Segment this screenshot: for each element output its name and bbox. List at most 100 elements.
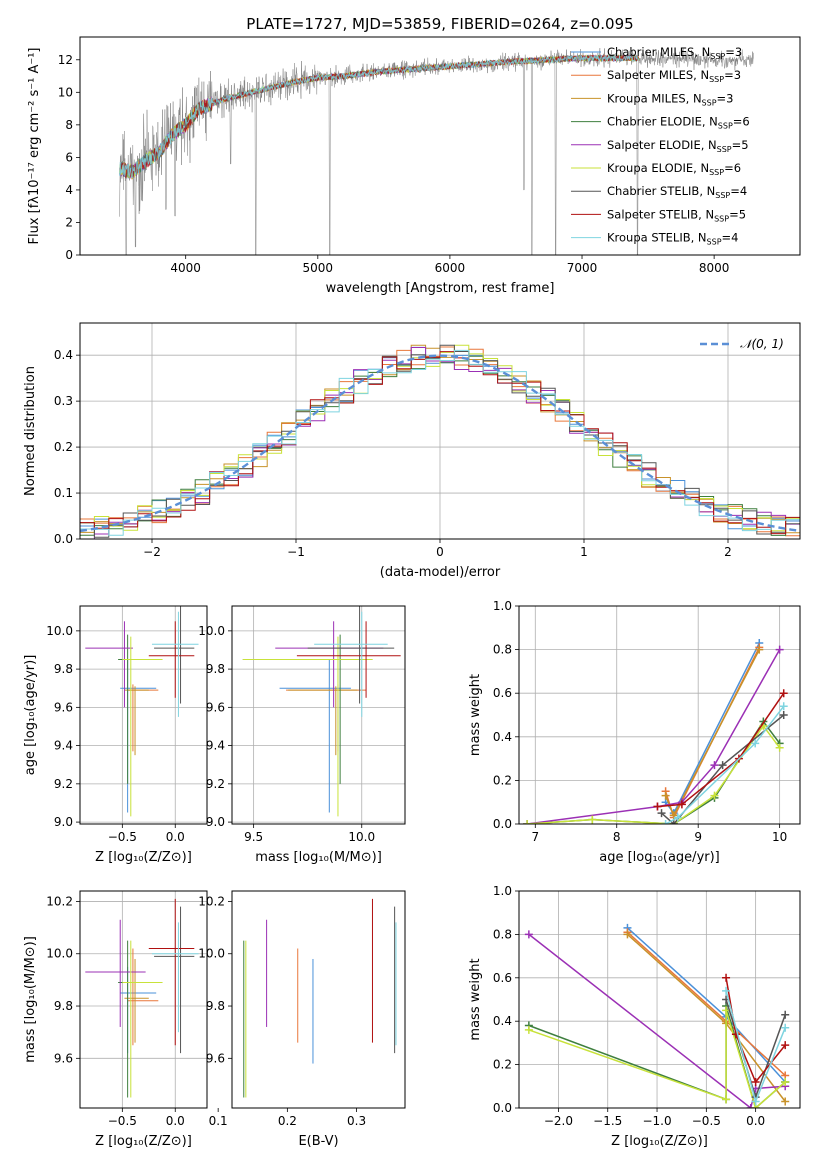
y-tick-label: 9.6 bbox=[54, 700, 73, 714]
legend-subscript: SSP bbox=[709, 168, 724, 177]
weight-point-marker bbox=[524, 1025, 533, 1034]
gaussian-curve bbox=[80, 354, 798, 533]
weight-series-line bbox=[665, 642, 760, 815]
x-axis-label: wavelength [Angstrom, rest frame] bbox=[326, 281, 555, 296]
y-tick-label: 0.6 bbox=[493, 971, 512, 985]
legend-subscript: SSP bbox=[718, 122, 733, 131]
legend-subscript: SSP bbox=[710, 52, 725, 61]
x-tick-label: 1 bbox=[580, 545, 588, 559]
x-tick-label: −1 bbox=[287, 545, 305, 559]
weight-point-marker bbox=[669, 820, 678, 824]
x-tick-label: 7000 bbox=[567, 261, 598, 275]
y-tick-label: 10.0 bbox=[46, 624, 73, 638]
legend-suffix: =6 bbox=[724, 161, 741, 175]
legend-label: Kroupa ELODIE, NSSP=6 bbox=[607, 161, 741, 177]
legend-suffix: =6 bbox=[733, 115, 750, 129]
x-axis-label: Z [log₁₀(Z/Z⊙)] bbox=[95, 1134, 192, 1149]
x-tick-label: 6000 bbox=[435, 261, 466, 275]
y-axis-label: mass [log₁₀(M/M⊙)] bbox=[23, 936, 38, 1063]
x-axis-label: age [log₁₀(age/yr)] bbox=[599, 850, 720, 865]
weight-point-marker bbox=[775, 645, 784, 654]
y-tick-label: 9.0 bbox=[54, 815, 73, 829]
weight-series-line bbox=[657, 692, 785, 808]
axes-frame bbox=[79, 322, 801, 540]
x-tick-label: −2.0 bbox=[544, 1114, 573, 1128]
weight-series-line bbox=[664, 647, 760, 820]
y-tick-label: 0.0 bbox=[493, 1101, 512, 1115]
y-tick-label: 0 bbox=[65, 248, 73, 262]
age-mass-panel: 9.5 10.0 9.0 9.2 9.4 9.6 9.8 10.0 mass [log₁₀(M/… bbox=[198, 605, 406, 865]
axes-frame bbox=[518, 890, 801, 1109]
legend-suffix: =3 bbox=[717, 91, 734, 105]
y-tick-label: 0.0 bbox=[54, 532, 73, 546]
y-tick-label: 1.0 bbox=[493, 599, 512, 613]
plot-area bbox=[242, 606, 401, 817]
x-tick-label: 5000 bbox=[303, 261, 334, 275]
y-tick-label: 9.2 bbox=[54, 777, 73, 791]
legend-subscript: SSP bbox=[714, 214, 729, 223]
y-axis-label: Normed distribution bbox=[23, 366, 38, 496]
y-tick-label: 10.0 bbox=[46, 947, 73, 961]
y-tick-label: 9.4 bbox=[54, 739, 73, 753]
axes-frame bbox=[79, 890, 208, 1109]
observed-spectrum-line bbox=[119, 48, 755, 255]
y-tick-label: 4 bbox=[65, 183, 73, 197]
axes-frame bbox=[518, 605, 801, 825]
y-tick-label: 12 bbox=[58, 53, 73, 67]
weight-point-marker bbox=[661, 820, 670, 824]
plot-area bbox=[85, 606, 199, 817]
x-tick-label: 2 bbox=[724, 545, 732, 559]
mass-ebv-panel: 0.1 0.2 0.3 9.6 9.8 10.0 10.2 E(B-V) bbox=[198, 890, 406, 1149]
x-tick-label: 0.0 bbox=[746, 1114, 765, 1128]
weight-point-marker bbox=[722, 973, 731, 982]
x-tick-label: −0.5 bbox=[108, 1114, 137, 1128]
legend-subscript: SSP bbox=[707, 238, 722, 247]
weight-point-marker bbox=[710, 761, 719, 770]
legend-suffix: =4 bbox=[722, 231, 739, 245]
weight-point-marker bbox=[751, 1077, 760, 1086]
plot-area bbox=[119, 48, 755, 255]
y-tick-label: 0.4 bbox=[493, 730, 512, 744]
y-tick-label: 9.0 bbox=[206, 815, 225, 829]
weight-point-marker bbox=[722, 986, 731, 995]
x-tick-label: −0.5 bbox=[692, 1114, 721, 1128]
axes-frame bbox=[79, 605, 208, 825]
weight-point-marker bbox=[779, 702, 788, 711]
y-tick-label: 10.0 bbox=[198, 947, 225, 961]
legend-suffix: =5 bbox=[732, 138, 749, 152]
x-axis-label: E(B-V) bbox=[298, 1134, 338, 1149]
age-z-panel: −0.5 0.0 9.0 9.2 9.4 9.6 9.8 10.0 Z [log₁₀(Z/Z⊙)… bbox=[23, 605, 208, 865]
weight-z-panel: −2.0 −1.5 −1.0 −0.5 0.0 0.0 0.2 0.4 0.6 0.8 1.0 Z [… bbox=[468, 884, 801, 1149]
x-tick-label: −1.0 bbox=[642, 1114, 671, 1128]
x-axis-label: (data-model)/error bbox=[380, 565, 501, 580]
plot-area bbox=[243, 898, 397, 1098]
axes-frame bbox=[79, 36, 801, 256]
y-tick-label: 2 bbox=[65, 215, 73, 229]
y-tick-label: 9.8 bbox=[54, 662, 73, 676]
x-axis-label: mass [log₁₀(M/M⊙)] bbox=[255, 850, 382, 865]
x-axis-label: Z [log₁₀(Z/Z⊙)] bbox=[611, 1134, 708, 1149]
y-axis-label: age [log₁₀(age/yr)] bbox=[23, 655, 38, 776]
legend-suffix: =4 bbox=[730, 184, 747, 198]
legend-label: Chabrier STELIB, NSSP=4 bbox=[607, 184, 747, 200]
y-tick-label: 0.8 bbox=[493, 927, 512, 941]
plot-area bbox=[80, 344, 800, 539]
y-tick-label: 9.6 bbox=[54, 1051, 73, 1065]
weight-point-marker bbox=[661, 791, 670, 800]
model-spectrum-line bbox=[119, 54, 639, 179]
y-tick-label: 10.2 bbox=[198, 894, 225, 908]
x-tick-label: −2 bbox=[143, 545, 161, 559]
x-tick-label: 4000 bbox=[170, 261, 201, 275]
weight-point-marker bbox=[746, 1104, 755, 1108]
y-tick-label: 0.4 bbox=[54, 348, 73, 362]
weight-point-marker bbox=[710, 791, 719, 800]
y-tick-label: 9.4 bbox=[206, 739, 225, 753]
x-axis-label: Z [log₁₀(Z/Z⊙)] bbox=[95, 850, 192, 865]
y-tick-label: 0.2 bbox=[493, 1058, 512, 1072]
y-tick-label: 10 bbox=[58, 85, 73, 99]
axes-frame bbox=[231, 605, 406, 825]
x-tick-label: 10 bbox=[772, 830, 787, 844]
x-tick-label: 8000 bbox=[699, 261, 730, 275]
weight-point-marker bbox=[653, 802, 662, 811]
legend-label: Kroupa STELIB, NSSP=4 bbox=[607, 231, 738, 247]
